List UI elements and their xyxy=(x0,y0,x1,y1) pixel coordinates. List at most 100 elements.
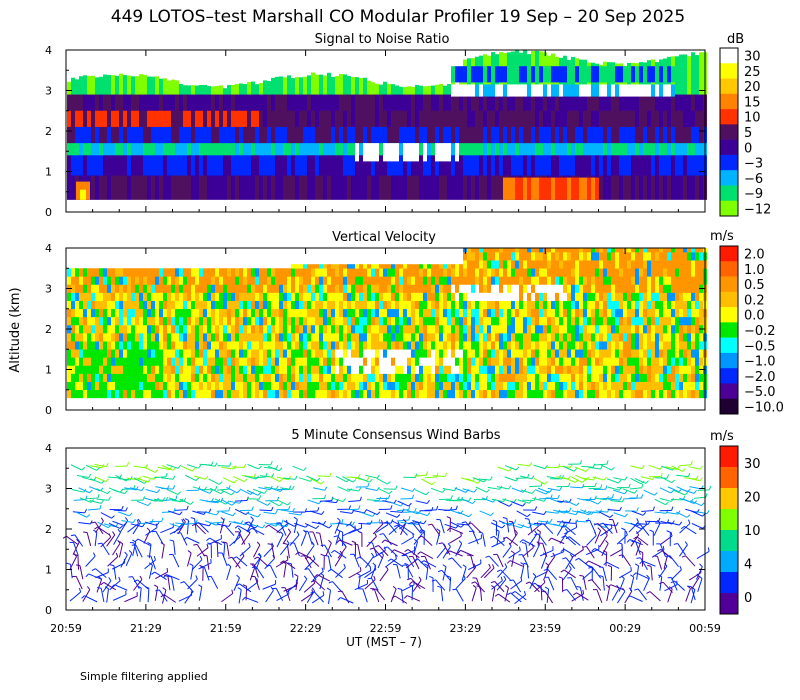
snr-cell xyxy=(555,151,559,176)
snr-cell xyxy=(375,143,379,162)
vv-cell xyxy=(595,260,599,269)
snr-cell xyxy=(531,84,535,97)
vv-cell xyxy=(607,300,611,310)
snr-cell xyxy=(511,92,515,111)
vv-cell xyxy=(259,365,263,374)
vv-cell xyxy=(427,276,431,285)
vv-cell xyxy=(307,381,311,391)
vv-cell xyxy=(479,373,483,382)
vv-cell xyxy=(75,357,79,366)
vv-cell xyxy=(203,381,207,391)
vv-cell xyxy=(543,373,547,382)
snr-cell xyxy=(319,171,323,200)
vv-cell xyxy=(555,276,559,285)
vv-cell xyxy=(583,357,587,366)
vv-cell xyxy=(403,276,407,285)
vv-cell xyxy=(563,284,567,293)
vv-cell xyxy=(195,365,199,374)
snr-cell xyxy=(71,139,75,156)
vv-cell xyxy=(135,316,139,326)
vv-cell xyxy=(87,284,91,293)
vv-cell xyxy=(607,316,611,326)
vv-cell xyxy=(643,373,647,382)
snr-cell xyxy=(623,84,627,97)
snr-cell xyxy=(335,122,339,144)
vv-cell xyxy=(691,316,695,326)
snr-cell xyxy=(611,84,615,97)
vv-cell xyxy=(271,316,275,326)
vv-cell xyxy=(371,268,375,277)
snr-cell xyxy=(695,151,699,176)
wind-barb xyxy=(239,583,252,593)
vv-cell xyxy=(155,341,159,350)
vv-cell xyxy=(575,357,579,366)
vv-cell xyxy=(371,308,375,318)
snr-cell xyxy=(171,108,175,127)
vv-cell xyxy=(367,357,371,366)
vv-cell xyxy=(559,316,563,326)
snr-cell xyxy=(383,81,387,95)
vv-cell xyxy=(119,276,123,285)
snr-cell xyxy=(419,122,423,144)
snr-cell xyxy=(475,66,479,83)
vv-cell xyxy=(475,308,479,318)
vv-cell xyxy=(695,381,699,391)
snr-cell xyxy=(283,122,287,144)
snr-cell xyxy=(95,108,99,127)
snr-cell xyxy=(503,66,507,83)
snr-cell xyxy=(75,122,79,144)
vv-cell xyxy=(311,292,315,301)
vv-cell xyxy=(75,300,79,310)
vv-cell xyxy=(303,316,307,326)
snr-cell xyxy=(543,122,547,144)
vv-cell xyxy=(99,316,103,326)
vv-cell xyxy=(283,308,287,318)
vv-cell xyxy=(679,284,683,293)
vv-cell xyxy=(255,276,259,285)
vv-cell xyxy=(107,284,111,293)
wind-barb-feather xyxy=(160,594,165,598)
vv-cell xyxy=(247,365,251,374)
vv-cell xyxy=(575,324,579,334)
vv-cell xyxy=(335,316,339,326)
snr-cell xyxy=(247,171,251,200)
vv-cell xyxy=(407,324,411,334)
snr-cell xyxy=(231,108,235,127)
vv-cell xyxy=(203,373,207,382)
vv-cell xyxy=(291,333,295,342)
vv-cell xyxy=(195,357,199,366)
wind-barb-feather xyxy=(317,507,320,512)
vv-cell xyxy=(303,300,307,310)
vv-cell xyxy=(647,365,651,374)
snr-cell xyxy=(195,85,199,95)
vv-cell xyxy=(231,365,235,374)
vv-cell xyxy=(675,349,679,358)
vv-cell xyxy=(483,252,487,261)
vv-cell xyxy=(527,365,531,374)
vv-cell xyxy=(71,284,75,293)
vv-cell xyxy=(311,381,315,391)
vv-cell xyxy=(135,300,139,310)
snr-cell xyxy=(95,151,99,176)
snr-cell xyxy=(191,85,195,95)
wind-barb-feather xyxy=(124,517,129,521)
wind-barb-feather xyxy=(286,555,289,560)
vv-cell xyxy=(79,349,83,358)
vv-cell xyxy=(375,357,379,366)
vv-cell xyxy=(591,333,595,342)
wind-barb xyxy=(171,576,175,591)
snr-cell xyxy=(415,171,419,200)
snr-cell xyxy=(347,122,351,144)
vv-cell xyxy=(119,308,123,318)
snr-cell xyxy=(67,171,71,200)
snr-cell xyxy=(155,139,159,156)
vv-cell xyxy=(307,316,311,326)
wind-barb xyxy=(74,534,84,547)
vv-cell xyxy=(519,308,523,318)
wind-barb xyxy=(82,589,91,602)
vv-cell xyxy=(599,276,603,285)
wind-barb xyxy=(145,521,157,526)
vv-cell xyxy=(659,284,663,293)
vv-cell xyxy=(395,365,399,374)
